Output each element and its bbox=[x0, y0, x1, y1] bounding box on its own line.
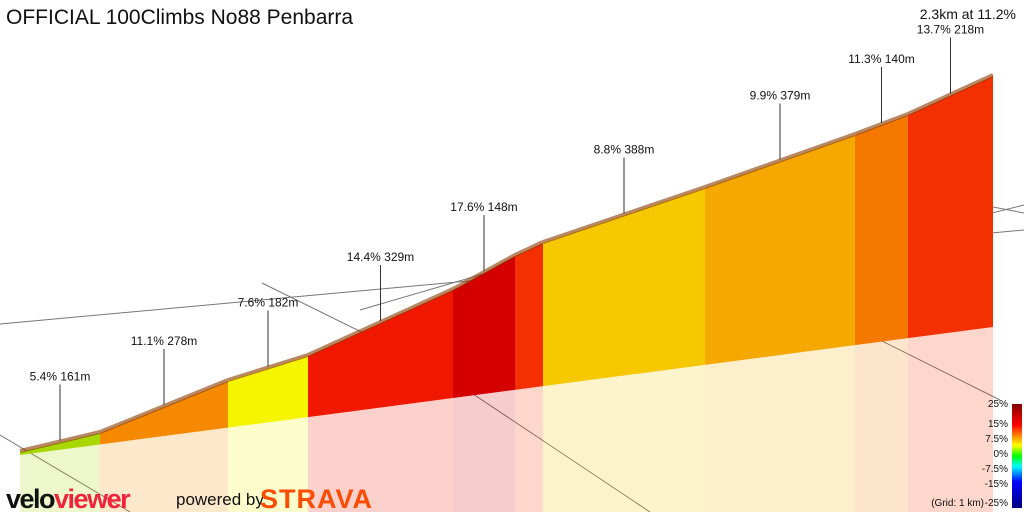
grid-note: (Grid: 1 km) bbox=[931, 498, 984, 509]
segment-label: 17.6% 148m bbox=[450, 200, 517, 214]
segment-reflection bbox=[908, 326, 993, 512]
profile-segment bbox=[228, 356, 308, 428]
profile-segment bbox=[908, 76, 993, 339]
segment-label: 11.3% 140m bbox=[848, 52, 915, 66]
segment-reflection bbox=[543, 364, 705, 512]
segment-ridge bbox=[854, 112, 909, 136]
profile-segment bbox=[308, 290, 453, 418]
segment-reflection bbox=[453, 389, 515, 512]
segment-label: 9.9% 379m bbox=[750, 89, 811, 103]
segment-reflection bbox=[308, 398, 453, 512]
legend-tick: -25% bbox=[984, 498, 1008, 509]
segment-ridge bbox=[19, 430, 101, 453]
grid-line bbox=[0, 434, 131, 512]
legend-tick: 15% bbox=[987, 419, 1008, 430]
legend-tick: 25% bbox=[987, 399, 1008, 410]
segment-ridge bbox=[514, 240, 544, 257]
veloviewer-logo[interactable]: veloviewer bbox=[6, 484, 131, 514]
segment-ridge bbox=[542, 185, 706, 244]
segment-ridge bbox=[99, 378, 229, 434]
profile-segment bbox=[543, 188, 705, 387]
segment-ridge bbox=[307, 287, 454, 357]
segment-ridge bbox=[907, 73, 994, 116]
profile-segment bbox=[705, 135, 855, 365]
legend-tick: -15% bbox=[984, 479, 1008, 490]
profile-segment bbox=[855, 115, 908, 346]
profile-segment bbox=[515, 243, 543, 390]
segment-reflection bbox=[705, 345, 855, 512]
segment-label: 7.6% 182m bbox=[238, 296, 299, 310]
segment-label: 11.1% 278m bbox=[131, 334, 198, 348]
strava-logo[interactable]: STRAVA bbox=[260, 484, 373, 514]
segment-label: 8.8% 388m bbox=[594, 143, 655, 157]
legend-tick: 0% bbox=[993, 449, 1008, 460]
grid-line bbox=[879, 339, 1001, 401]
segment-label: 14.4% 329m bbox=[347, 250, 414, 264]
profile-segment bbox=[453, 256, 515, 399]
grid-line bbox=[992, 206, 1024, 214]
segment-ridge bbox=[704, 132, 856, 189]
climb-summary: 2.3km at 11.2% bbox=[919, 6, 1016, 22]
grid-line bbox=[469, 391, 651, 512]
segment-reflection bbox=[228, 417, 308, 512]
segment-reflection bbox=[100, 427, 228, 512]
segment-reflection bbox=[20, 444, 100, 512]
segment-reflection bbox=[855, 338, 908, 512]
legend-tick: 7.5% bbox=[985, 434, 1008, 445]
segment-label: 13.7% 218m bbox=[917, 23, 984, 37]
profile-segment bbox=[100, 381, 228, 445]
powered-by-text: powered by bbox=[176, 490, 264, 509]
segment-label: 5.4% 161m bbox=[30, 370, 91, 384]
gradient-color-legend bbox=[1012, 404, 1022, 508]
segment-ridge bbox=[227, 353, 309, 382]
segment-reflection bbox=[515, 386, 543, 512]
segment-ridge bbox=[452, 253, 516, 291]
legend-tick: -7.5% bbox=[981, 464, 1008, 475]
page-title: OFFICIAL 100Climbs No88 Penbarra bbox=[6, 6, 354, 29]
